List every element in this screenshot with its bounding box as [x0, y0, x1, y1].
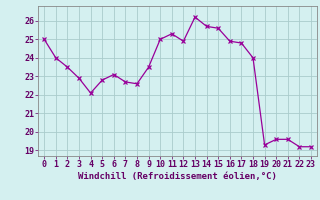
X-axis label: Windchill (Refroidissement éolien,°C): Windchill (Refroidissement éolien,°C) [78, 172, 277, 181]
